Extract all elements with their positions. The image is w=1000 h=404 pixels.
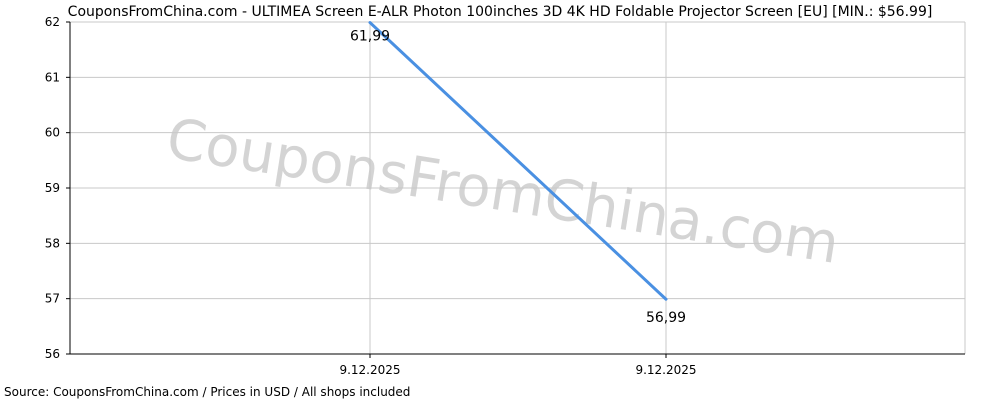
y-tick-label: 57 [45, 292, 60, 306]
series-layer [368, 21, 668, 301]
axis-layer: 56 57 58 59 60 61 62 9.12.2025 9.12.2025 [45, 15, 965, 377]
x-tick-label: 9.12.2025 [635, 363, 696, 377]
data-label: 61,99 [350, 29, 390, 45]
y-tick-label: 60 [45, 126, 60, 140]
y-tick-label: 59 [45, 181, 60, 195]
x-tick-label: 9.12.2025 [339, 363, 400, 377]
chart-title: CouponsFromChina.com - ULTIMEA Screen E-… [68, 4, 933, 20]
y-tick-label: 62 [45, 15, 60, 29]
y-tick-label: 56 [45, 347, 60, 361]
series-line [368, 21, 668, 301]
source-footer: Source: CouponsFromChina.com / Prices in… [4, 385, 410, 399]
watermark-text: CouponsFromChina.com [162, 106, 843, 276]
label-layer: 61,99 56,99 [350, 29, 686, 327]
grid-layer [70, 21, 966, 354]
y-tick-label: 58 [45, 236, 60, 250]
watermark-layer: CouponsFromChina.com [162, 106, 843, 276]
data-label: 56,99 [646, 310, 686, 326]
y-tick-label: 61 [45, 70, 60, 84]
